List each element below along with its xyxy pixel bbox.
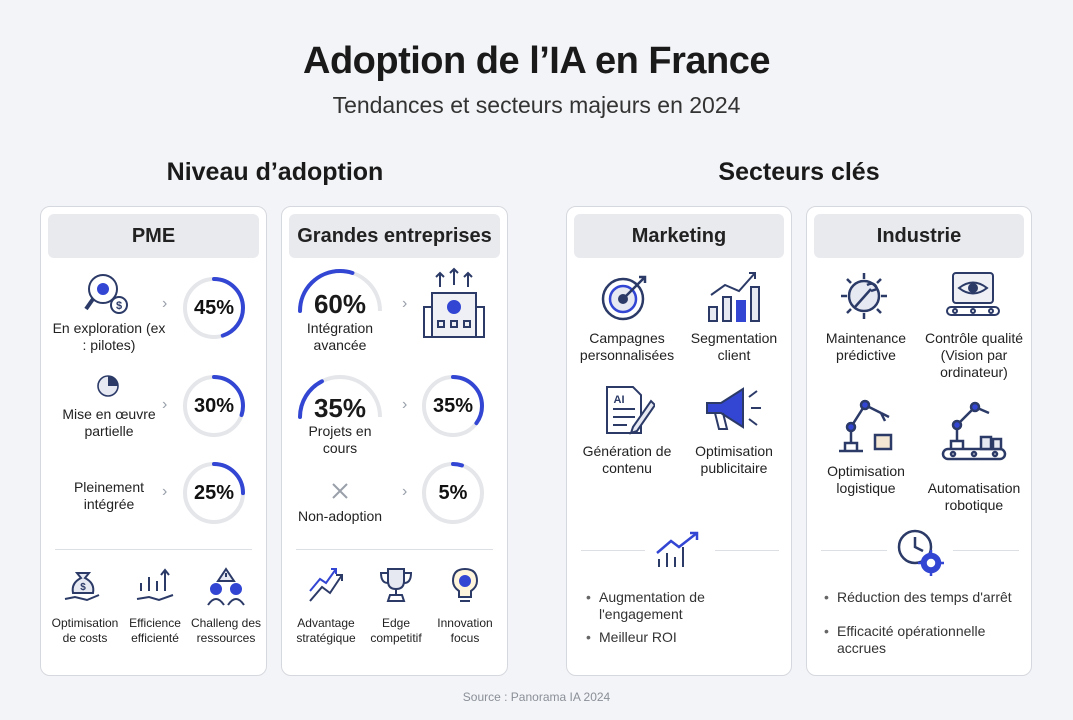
svg-text:AI: AI — [614, 394, 625, 406]
marketing-item4-label: Optimisation publicitaire — [695, 443, 773, 476]
industrie-bullet1: Réduction des temps d'arrêt — [824, 589, 1027, 606]
ge-row1-label: Intégration avancée — [306, 320, 374, 353]
industrie-item3-label: Optimisation logistique — [827, 463, 905, 496]
money-bag-hand-icon: $ — [64, 572, 100, 602]
pme-row1-value: 45% — [193, 297, 235, 319]
divider — [581, 550, 645, 551]
pme-row2-ring — [183, 375, 245, 437]
source-note: Source : Panorama IA 2024 — [462, 690, 611, 704]
pme-card: PME $ En exploration (ex : pilotes) › 45… — [40, 206, 267, 676]
magnifier-gear-dollar-icon: $ — [84, 274, 128, 314]
marketing-item3-label: Génération de contenu — [582, 443, 672, 476]
bar-chart-icon — [708, 272, 760, 322]
pme-row3-value: 25% — [193, 482, 235, 504]
marketing-card-title: Marketing — [574, 214, 784, 258]
divider — [296, 549, 493, 550]
clock-gear-icon — [897, 529, 944, 576]
megaphone-icon — [706, 387, 761, 430]
chevron-right-icon: › — [402, 396, 408, 413]
trend-arrow-icon — [656, 531, 699, 567]
pie-chart-icon — [97, 375, 119, 397]
ge-row1-gauge — [298, 269, 382, 313]
industrie-item1-label: Maintenance prédictive — [825, 330, 907, 363]
pme-bottom1-label: Optimisation de costs — [51, 616, 119, 645]
marketing-item2-label: Segmentation client — [690, 330, 778, 363]
pme-row2-value: 30% — [193, 395, 235, 417]
pme-row3-ring — [183, 462, 245, 524]
ge-row1-value: 60% — [313, 289, 367, 319]
ge-row3-label: Non-adoption — [297, 508, 383, 524]
gear-wrench-icon — [841, 273, 887, 319]
industrie-card: Industrie Maintenance prédictive Contrôl… — [806, 206, 1032, 676]
grandes-entreprises-card: Grandes entreprises 60% Intégration avan… — [281, 206, 508, 676]
rising-arrows-icon — [309, 568, 343, 602]
ge-row2-gauge — [298, 375, 382, 419]
building-gear-icon — [423, 267, 485, 338]
marketing-item1-label: Campagnes personnalisées — [579, 330, 675, 363]
robot-arm-conveyor-icon — [941, 401, 1007, 461]
page-subtitle: Tendances et secteurs majeurs en 2024 — [332, 92, 741, 118]
cross-icon — [332, 483, 348, 499]
svg-text:$: $ — [116, 300, 122, 312]
pme-row1-ring — [183, 277, 245, 339]
marketing-bullet1: Augmentation de l'engagement — [586, 589, 779, 623]
ge-row3-ring — [422, 462, 484, 524]
chevron-right-icon: › — [162, 295, 168, 312]
ge-bottom3-label: Innovation focus — [437, 616, 493, 645]
trophy-icon — [379, 568, 413, 602]
ge-bottom2-label: Edge competitif — [370, 616, 422, 645]
pme-bottom2-label: Efficience efficienté — [129, 616, 181, 645]
pme-row2-label: Mise en œuvre partielle — [62, 406, 156, 439]
ge-row2-value: 35% — [313, 393, 367, 423]
ge-row2-label: Projets en cours — [308, 423, 372, 456]
divider — [715, 550, 779, 551]
adoption-section-title: Niveau d’adoption — [166, 158, 384, 186]
svg-text:$: $ — [80, 582, 86, 593]
industrie-card-title: Industrie — [814, 214, 1024, 258]
grandes-card-title: Grandes entreprises — [289, 214, 500, 258]
divider — [821, 550, 887, 551]
pme-card-title: PME — [48, 214, 259, 258]
ge-row2-ring — [422, 375, 484, 437]
ge-bottom1-label: Advantage stratégique — [296, 616, 356, 645]
sectors-section-title: Secteurs clés — [718, 158, 880, 186]
team-warning-icon — [207, 567, 245, 606]
industrie-item2-label: Contrôle qualité (Vision par ordinateur) — [924, 330, 1024, 380]
lightbulb-gear-icon — [451, 567, 479, 602]
chevron-right-icon: › — [162, 396, 168, 413]
ai-document-icon: AI — [606, 386, 655, 435]
marketing-card: Marketing Campagnes personnalisées Segme… — [566, 206, 792, 676]
ge-row2-ring-value: 35% — [432, 395, 474, 417]
ge-row3-value: 5% — [438, 482, 468, 504]
pme-bottom3-label: Challeng des ressources — [190, 616, 262, 645]
page-title: Adoption de l’IA en France — [303, 40, 770, 82]
pme-row3-label: Pleinement intégrée — [73, 479, 145, 512]
industrie-item4-label: Automatisation robotique — [927, 480, 1021, 513]
growth-arrows-hand-icon — [136, 568, 174, 602]
target-icon — [601, 275, 647, 321]
robot-arm-box-icon — [839, 399, 893, 453]
chevron-right-icon: › — [162, 483, 168, 500]
chevron-right-icon: › — [402, 483, 408, 500]
chevron-right-icon: › — [402, 295, 408, 312]
marketing-bullet2: Meilleur ROI — [586, 629, 779, 646]
pme-row1-label: En exploration (ex : pilotes) — [52, 320, 166, 353]
industrie-bullet2: Efficacité opérationnelle accrues — [824, 623, 1007, 657]
divider — [55, 549, 252, 550]
eye-scanner-icon — [946, 272, 1000, 316]
divider — [953, 550, 1019, 551]
